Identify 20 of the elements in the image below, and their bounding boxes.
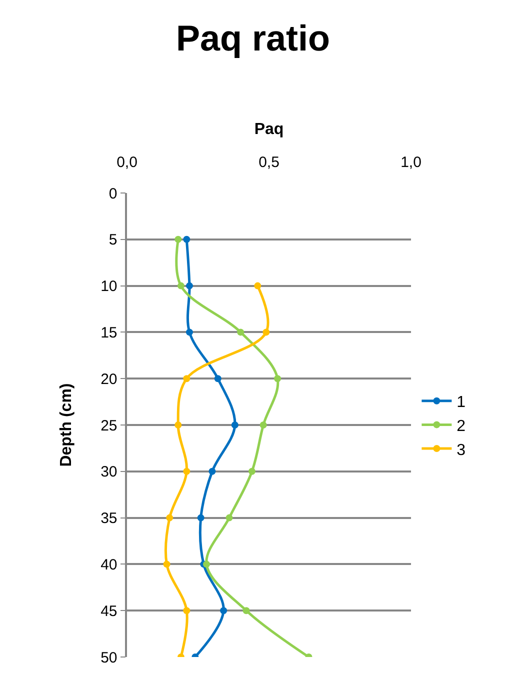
y-tick-label: 0 (108, 185, 118, 202)
y-tick-label: 30 (100, 464, 118, 481)
y-tick-label: 35 (100, 510, 118, 528)
y-tick-label: 5 (108, 232, 118, 249)
y-axis-title: Depth (cm) (58, 383, 75, 467)
chart-title: Paq ratio (176, 17, 330, 58)
y-tick-label: 10 (100, 278, 118, 296)
x-axis-title: Paq (254, 120, 284, 138)
y-tick-label: 25 (100, 417, 118, 434)
y-tick-label: 45 (100, 602, 118, 620)
legend-label: 3 (456, 442, 466, 459)
y-tick-label: 20 (100, 370, 118, 388)
y-tick-label: 15 (100, 324, 118, 342)
y-tick-label: 40 (100, 556, 118, 574)
legend-label: 1 (456, 394, 466, 412)
x-tick-label: 1,0 (400, 154, 422, 171)
x-tick-label: 0,5 (258, 154, 280, 171)
y-tick-label: 50 (100, 649, 118, 666)
legend-label: 2 (456, 418, 466, 435)
x-tick-label: 0,0 (116, 154, 138, 171)
